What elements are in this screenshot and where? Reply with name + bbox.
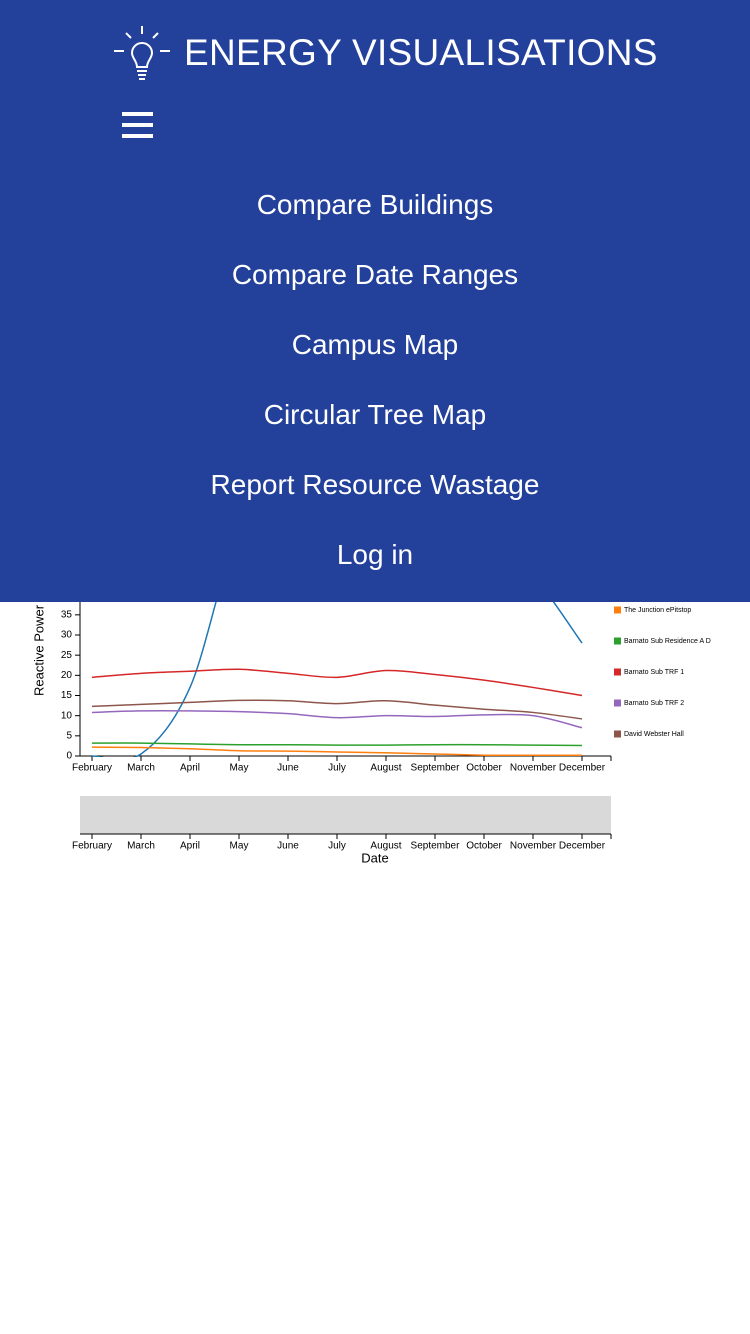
brush-x-tick-label: August [370, 841, 401, 852]
legend-swatch [614, 637, 621, 645]
y-tick-label: 10 [61, 710, 73, 721]
menu-item[interactable]: Campus Map [291, 329, 459, 360]
x-tick-label: October [466, 763, 502, 774]
y-tick-label: 20 [61, 670, 73, 681]
y-tick-label: 0 [66, 751, 72, 762]
menu-toggle[interactable] [122, 110, 154, 140]
y-axis-title: Reactive Power [31, 604, 46, 696]
brush-x-tick-label: November [510, 841, 557, 852]
site-title: ENERGY VISUALISATIONS [184, 32, 658, 73]
y-tick-label: 30 [61, 630, 73, 641]
brand[interactable]: ENERGY VISUALISATIONS [112, 22, 658, 84]
x-axis-title: Date [361, 850, 388, 865]
x-tick-label: April [180, 763, 200, 774]
series-line [91, 699, 583, 720]
brush-x-tick-label: July [328, 841, 346, 852]
series-line [91, 742, 583, 747]
x-tick-label: February [72, 763, 112, 774]
y-tick-label: 35 [61, 609, 73, 620]
menu-item[interactable]: Log in [336, 539, 414, 570]
brush-x-tick-label: December [559, 841, 606, 852]
brush-x-tick-label: March [127, 841, 155, 852]
brush-x-tick-label: June [277, 841, 299, 852]
menu-list: Compare Buildings Compare Date Ranges Camp… [0, 170, 750, 590]
legend-text: Barnato Sub Residence A D [624, 638, 711, 645]
x-tick-label: November [510, 763, 557, 774]
series [91, 746, 582, 757]
y-tick-label: 25 [61, 650, 73, 661]
menu-item[interactable]: Compare Buildings [256, 189, 494, 220]
x-tick-label: July [328, 763, 346, 774]
series [91, 668, 583, 697]
x-tick-label: August [370, 763, 401, 774]
logo [114, 26, 170, 80]
menu-item[interactable]: Circular Tree Map [263, 399, 487, 430]
legend-text: David Webster Hall [624, 731, 684, 738]
legend-text: Barnato Sub TRF 2 [624, 700, 684, 707]
legend-swatch [614, 699, 621, 707]
menu-item[interactable]: Compare Date Ranges [231, 259, 519, 290]
series-line [91, 668, 583, 697]
legend-swatch [614, 668, 621, 676]
brush-x-tick-label: September [411, 841, 461, 852]
y-tick-label: 15 [61, 690, 73, 701]
brush-x-tick-label: October [466, 841, 502, 852]
legend-text: Barnato Sub TRF 1 [624, 669, 684, 676]
series-line [91, 709, 583, 729]
brush-x-tick-label: April [180, 841, 200, 852]
series [91, 742, 583, 747]
series-line [91, 746, 582, 757]
brush-x-tick-label: May [230, 841, 249, 852]
x-tick-label: September [411, 763, 461, 774]
x-tick-label: December [559, 763, 606, 774]
legend-swatch [614, 606, 621, 614]
x-tick-label: May [230, 763, 249, 774]
nav-menu: ENERGY VISUALISATIONS Compare Buildings C… [0, 0, 750, 602]
x-tick-label: June [277, 763, 299, 774]
legend-swatch [614, 730, 621, 738]
series [91, 699, 583, 720]
series [91, 709, 583, 729]
x-tick-label: March [127, 763, 155, 774]
menu-item[interactable]: Report Resource Wastage [210, 469, 540, 500]
brush-area[interactable] [80, 796, 611, 834]
brush-x-tick-label: February [72, 841, 112, 852]
y-tick-label: 5 [66, 730, 72, 741]
legend-text: The Junction ePitstop [624, 607, 691, 614]
